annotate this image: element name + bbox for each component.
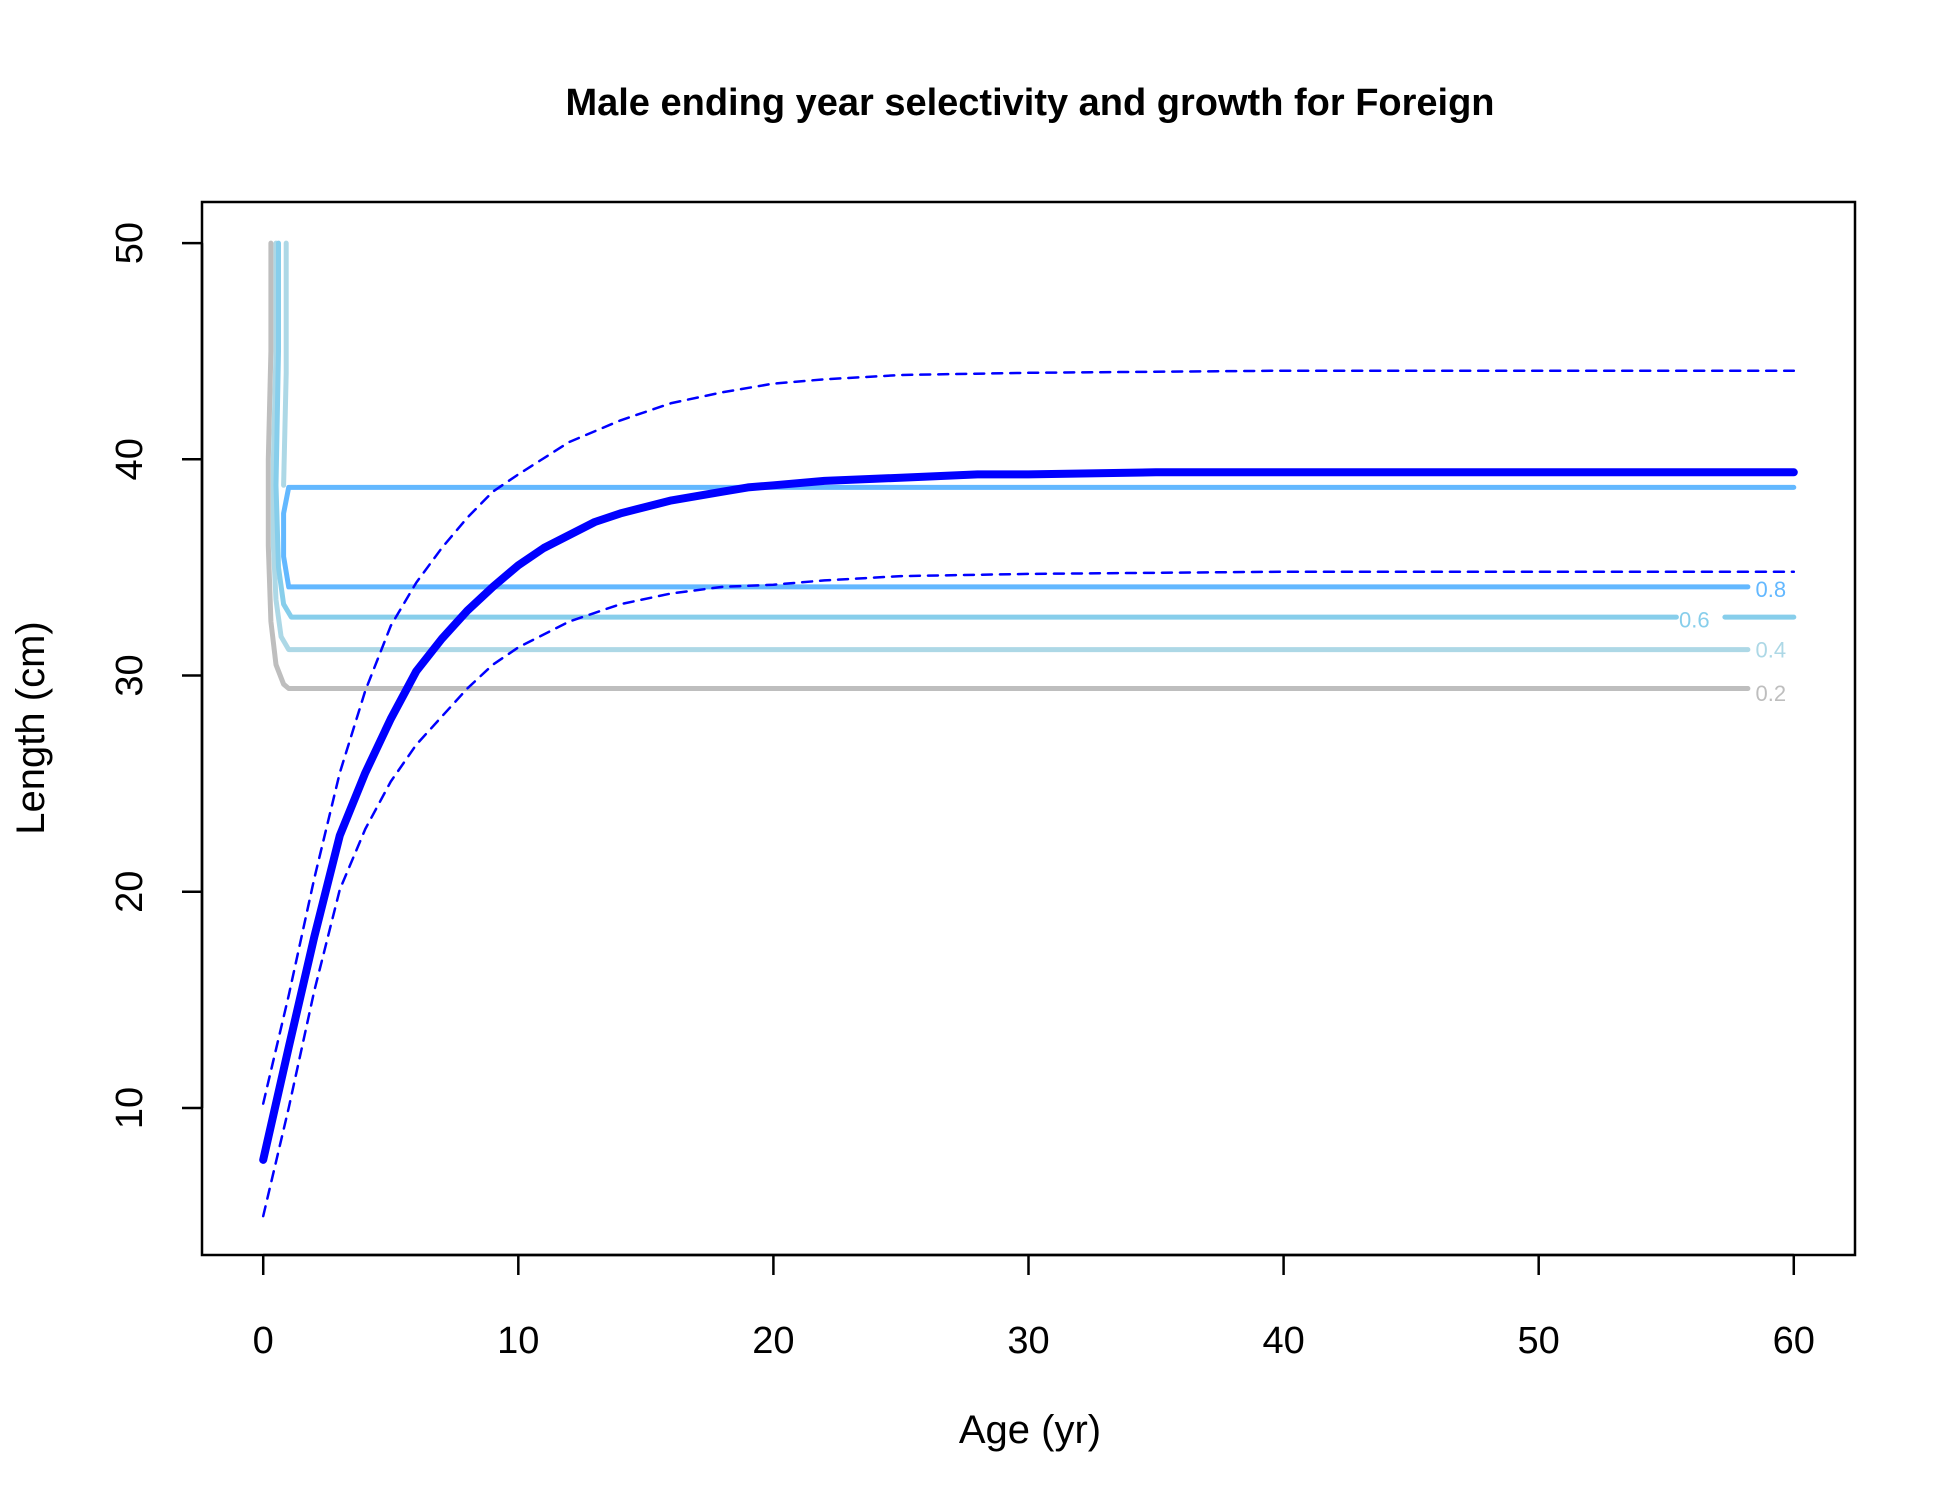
x-tick-label-40: 40 bbox=[1262, 1320, 1304, 1362]
y-tick-label-50: 50 bbox=[109, 222, 151, 264]
growth-curves bbox=[259, 369, 1798, 1218]
plot-frame bbox=[200, 200, 1857, 1257]
contour-label-02: 0.2 bbox=[1756, 681, 1787, 706]
contour-label-04: 0.4 bbox=[1756, 638, 1787, 663]
x-tick-label-50: 50 bbox=[1518, 1320, 1560, 1362]
selectivity-contours bbox=[265, 240, 1797, 691]
y-tick-label-30: 30 bbox=[109, 654, 151, 696]
y-tick-label-20: 20 bbox=[109, 871, 151, 913]
y-tick-label-40: 40 bbox=[109, 438, 151, 480]
x-tick-label-30: 30 bbox=[1007, 1320, 1049, 1362]
x-tick-label-60: 60 bbox=[1773, 1320, 1815, 1362]
contour-line-02-0 bbox=[265, 240, 1751, 691]
x-tick-label-10: 10 bbox=[497, 1320, 539, 1362]
contour-label-08: 0.8 bbox=[1756, 577, 1787, 602]
contour-line-08-4 bbox=[281, 484, 1797, 590]
chart-title: Male ending year selectivity and growth … bbox=[565, 82, 1494, 124]
growth-lower-line bbox=[261, 570, 1796, 1218]
growth-upper-line bbox=[261, 369, 1796, 1105]
contour-line-04-1 bbox=[270, 240, 1751, 653]
contour-label-06: 0.6 bbox=[1679, 607, 1710, 632]
x-axis-label: Age (yr) bbox=[959, 1408, 1101, 1452]
y-axis: 10 20 30 40 50 bbox=[109, 222, 204, 1129]
contour-line-06-2 bbox=[273, 240, 1679, 620]
y-tick-label-10: 10 bbox=[109, 1087, 151, 1129]
x-tick-label-20: 20 bbox=[752, 1320, 794, 1362]
y-axis-label: Length (cm) bbox=[9, 621, 53, 834]
contour-labels: 0.8 0.6 0.4 0.2 bbox=[1679, 577, 1786, 706]
growth-mean-line bbox=[259, 468, 1798, 1164]
x-axis: 0 10 20 30 40 50 60 bbox=[253, 1253, 1815, 1362]
x-tick-label-0: 0 bbox=[253, 1320, 274, 1362]
contour-line-top-5 bbox=[281, 240, 289, 488]
